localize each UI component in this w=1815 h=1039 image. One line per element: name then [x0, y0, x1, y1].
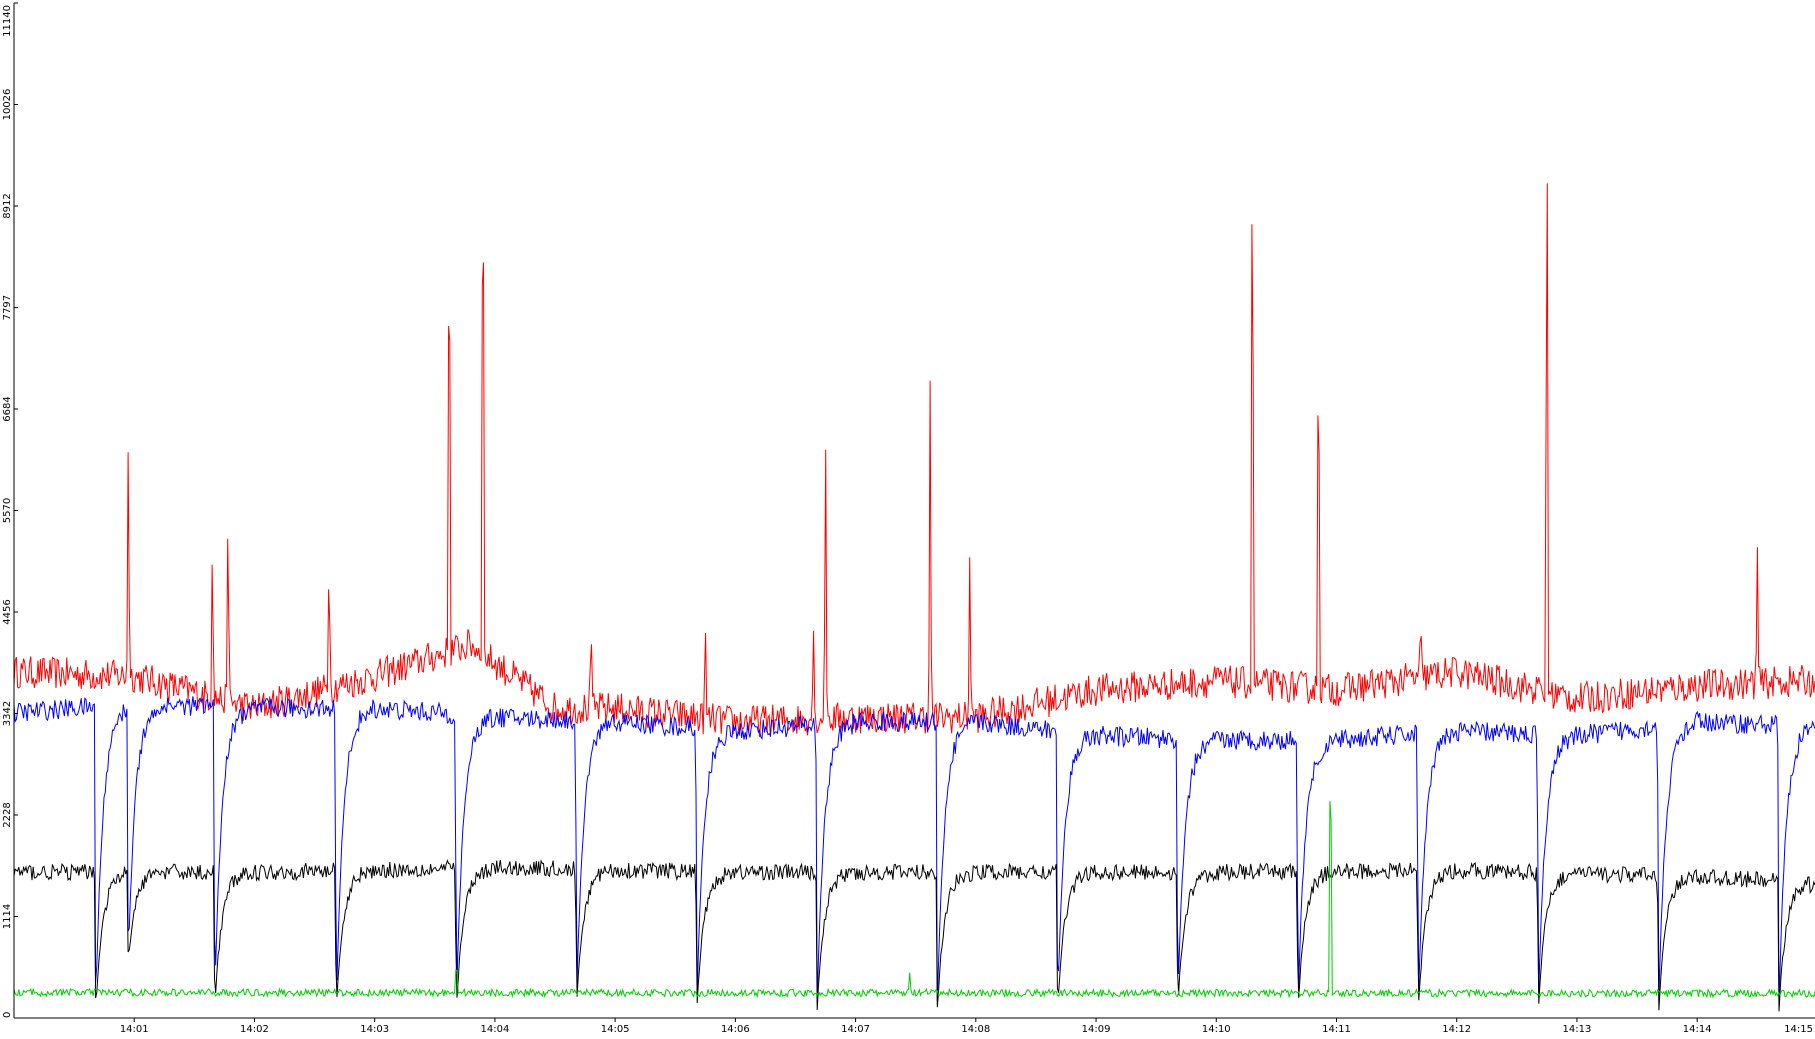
x-tick-label: 14:09 — [1082, 1024, 1111, 1035]
x-tick-label: 14:14 — [1683, 1024, 1712, 1035]
x-tick-label: 14:02 — [240, 1024, 269, 1035]
y-tick-label: 3342 — [2, 701, 13, 726]
series-line-2 — [13, 859, 1815, 1012]
y-tick-label: 1114 — [2, 904, 13, 929]
y-tick-label: 10026 — [2, 89, 13, 121]
y-tick-label: 8912 — [2, 193, 13, 218]
series-line-3 — [13, 800, 1815, 999]
y-tick-label: 4456 — [2, 599, 13, 624]
x-tick-label: 14:06 — [721, 1024, 750, 1035]
x-tick-label: 14:15 — [1784, 1024, 1813, 1035]
series-line-1 — [13, 696, 1815, 1007]
series-layer — [13, 183, 1815, 1012]
y-tick-label: 0 — [2, 1012, 13, 1018]
x-tick-label: 14:04 — [480, 1024, 509, 1035]
y-tick-label: 2228 — [2, 802, 13, 827]
x-tick-label: 14:07 — [841, 1024, 870, 1035]
x-tick-label: 14:03 — [360, 1024, 389, 1035]
y-tick-label: 6684 — [2, 396, 13, 421]
y-tick-label: 5570 — [2, 498, 13, 523]
y-tick-label: 7797 — [2, 295, 13, 320]
x-tick-label: 14:08 — [961, 1024, 990, 1035]
x-tick-label: 14:10 — [1202, 1024, 1231, 1035]
series-line-0 — [13, 183, 1815, 738]
x-tick-label: 14:01 — [120, 1024, 149, 1035]
x-tick-label: 14:13 — [1563, 1024, 1592, 1035]
x-tick-label: 14:05 — [601, 1024, 630, 1035]
x-tick-label: 14:11 — [1322, 1024, 1351, 1035]
y-tick-label: 11140 — [2, 5, 13, 37]
x-tick-label: 14:12 — [1442, 1024, 1471, 1035]
